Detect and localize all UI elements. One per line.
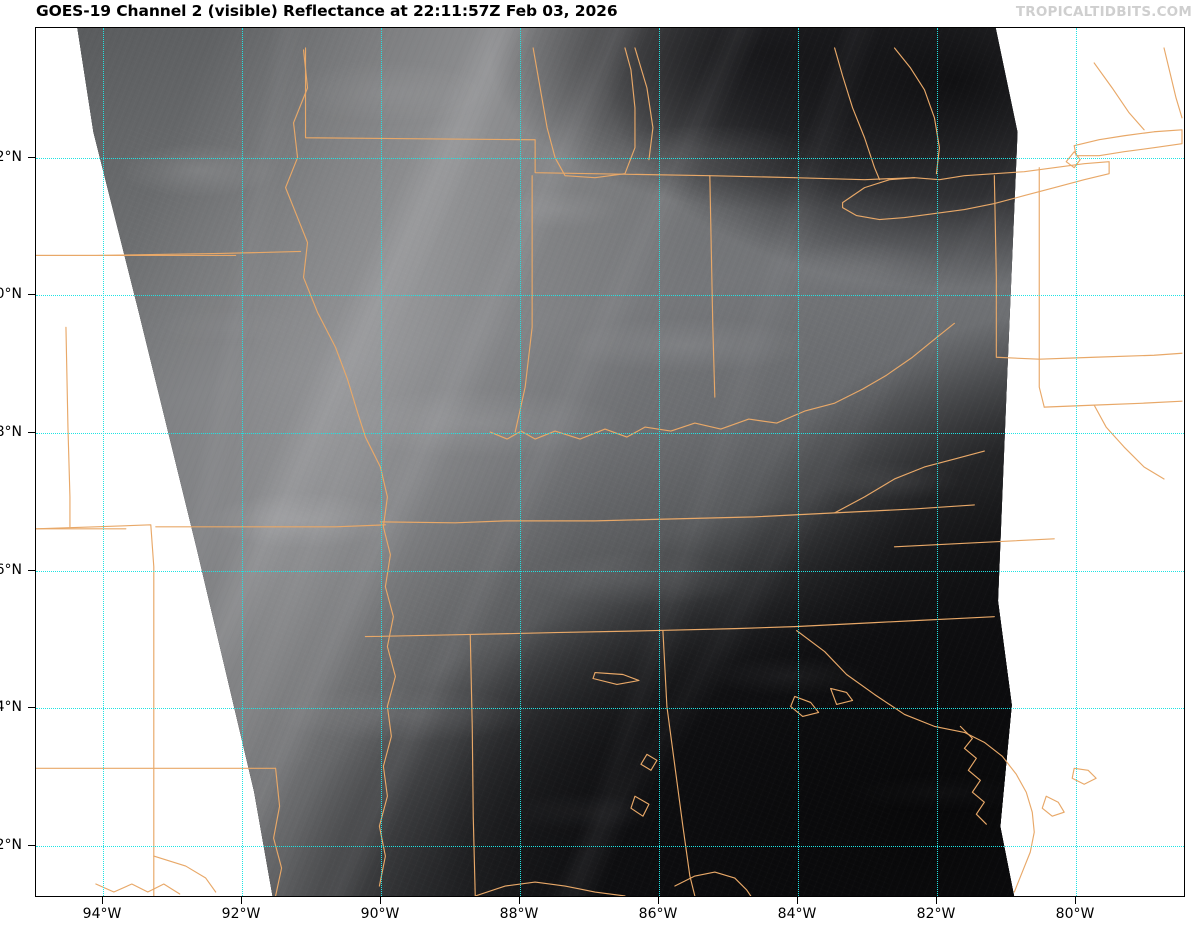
lake-small-3 xyxy=(641,754,657,770)
border-pa-ny xyxy=(1039,168,1044,407)
barrier-islands-2 xyxy=(1072,768,1096,784)
border-ny-east xyxy=(1164,48,1182,118)
border-ky-tn xyxy=(380,505,974,523)
header: GOES-19 Channel 2 (visible) Reflectance … xyxy=(0,0,1200,27)
geography-overlay xyxy=(36,28,1184,896)
axis-label-lon-88: 88°W xyxy=(499,906,539,922)
tick-lat-38 xyxy=(28,432,35,433)
coast-gulf-apalachee xyxy=(675,872,751,896)
michigan-thumb xyxy=(895,48,940,174)
coast-georgia-detail xyxy=(960,726,986,824)
river-lower-ms xyxy=(274,768,282,896)
tick-lon-80 xyxy=(1075,897,1076,904)
border-ny-state xyxy=(1094,63,1144,130)
border-tx-la xyxy=(154,856,216,892)
border-mn-ia xyxy=(36,251,301,255)
tick-lat-34 xyxy=(28,707,35,708)
border-il-in xyxy=(515,176,532,432)
axis-label-lat-42: 42°N xyxy=(0,149,22,165)
border-wi-il xyxy=(306,48,795,178)
tick-lat-40 xyxy=(28,294,35,295)
axis-label-lon-92: 92°W xyxy=(221,906,261,922)
axis-label-lat-40: 40°N xyxy=(0,286,22,302)
border-nc-sc xyxy=(797,631,965,733)
map-plot-area[interactable] xyxy=(35,27,1185,897)
lake-erie xyxy=(843,162,1110,220)
plot-inner xyxy=(36,28,1184,896)
border-nc-va xyxy=(895,539,1055,547)
axis-label-lat-34: 34°N xyxy=(0,699,22,715)
border-mo-ks xyxy=(36,525,154,896)
border-al-ga xyxy=(663,631,695,896)
tick-lon-88 xyxy=(519,897,520,904)
axis-label-lon-84: 84°W xyxy=(777,906,817,922)
tick-lat-42 xyxy=(28,157,35,158)
axis-label-lon-80: 80°W xyxy=(1055,906,1095,922)
border-tn-south xyxy=(365,627,794,637)
border-ms-al xyxy=(470,635,475,896)
watermark: TROPICALTIDBITS.COM xyxy=(1015,4,1192,20)
border-in-oh xyxy=(710,176,715,397)
lake-small-5 xyxy=(831,688,853,704)
axis-label-lat-32: 32°N xyxy=(0,837,22,853)
lake-huron-west xyxy=(835,48,880,180)
tick-lon-90 xyxy=(380,897,381,904)
axis-label-lon-82: 82°W xyxy=(916,906,956,922)
border-ga-nc-sc xyxy=(795,617,995,627)
axis-label-lat-38: 38°N xyxy=(0,424,22,440)
border-va-wv xyxy=(835,451,985,513)
river-mississippi-upper xyxy=(286,50,396,886)
border-pa-md xyxy=(1044,401,1182,407)
lake-michigan-south xyxy=(533,48,635,178)
lake-small-1 xyxy=(593,673,639,685)
coast-atlantic xyxy=(964,732,1034,892)
page-title: GOES-19 Channel 2 (visible) Reflectance … xyxy=(36,2,618,20)
border-mi-oh xyxy=(795,178,915,180)
tick-lat-36 xyxy=(28,570,35,571)
border-mo-east xyxy=(276,525,386,527)
border-ar-ok xyxy=(66,327,70,527)
axis-label-lon-94: 94°W xyxy=(82,906,122,922)
lake-small-4 xyxy=(791,696,819,716)
border-la-coast xyxy=(96,884,180,894)
tick-lon-84 xyxy=(797,897,798,904)
coast-gulf xyxy=(475,882,625,896)
axis-label-lon-86: 86°W xyxy=(638,906,678,922)
border-oh-pa xyxy=(994,176,1182,360)
tick-lon-86 xyxy=(658,897,659,904)
tick-lon-82 xyxy=(936,897,937,904)
barrier-islands-1 xyxy=(1042,796,1064,816)
lake-ontario xyxy=(1074,130,1182,156)
border-md-va xyxy=(1094,405,1164,479)
axis-label-lon-90: 90°W xyxy=(360,906,400,922)
tick-lat-32 xyxy=(28,845,35,846)
river-ohio xyxy=(490,323,954,439)
tick-lon-94 xyxy=(102,897,103,904)
lake-michigan-east xyxy=(635,48,653,160)
axis-label-lat-36: 36°N xyxy=(0,562,22,578)
lake-small-2 xyxy=(631,796,649,816)
tick-lon-92 xyxy=(241,897,242,904)
